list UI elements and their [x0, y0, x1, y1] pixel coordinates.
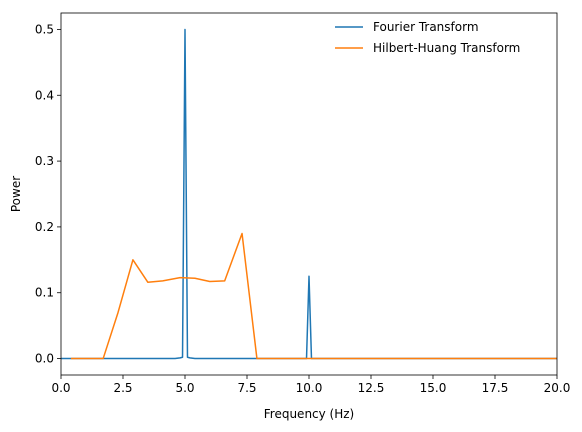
series-line-0	[61, 29, 557, 358]
x-tick-label: 0.0	[51, 381, 70, 395]
x-axis: 0.0 2.5 5.0 7.5 10.0 12.5 15.0 17.5 20.0	[51, 375, 570, 395]
y-tick-label: 0.0	[35, 352, 54, 366]
x-tick-label: 10.0	[296, 381, 323, 395]
series-layer	[61, 29, 557, 358]
series-line-1	[71, 233, 557, 358]
x-tick-label: 20.0	[544, 381, 571, 395]
y-tick-label: 0.4	[35, 88, 54, 102]
legend-label-0: Fourier Transform	[373, 20, 479, 34]
x-tick-label: 5.0	[175, 381, 194, 395]
plot-frame	[61, 13, 557, 375]
y-axis: 0.0 0.1 0.2 0.3 0.4 0.5	[35, 22, 61, 365]
x-tick-label: 15.0	[420, 381, 447, 395]
y-tick-label: 0.5	[35, 22, 54, 36]
x-tick-label: 12.5	[358, 381, 385, 395]
y-tick-label: 0.2	[35, 220, 54, 234]
x-axis-label: Frequency (Hz)	[264, 407, 355, 421]
legend: Fourier Transform Hilbert-Huang Transform	[335, 20, 520, 55]
legend-label-1: Hilbert-Huang Transform	[373, 41, 520, 55]
x-tick-label: 17.5	[482, 381, 509, 395]
y-tick-label: 0.3	[35, 154, 54, 168]
x-tick-label: 7.5	[237, 381, 256, 395]
x-tick-label: 2.5	[113, 381, 132, 395]
y-axis-label: Power	[9, 176, 23, 212]
y-tick-label: 0.1	[35, 286, 54, 300]
